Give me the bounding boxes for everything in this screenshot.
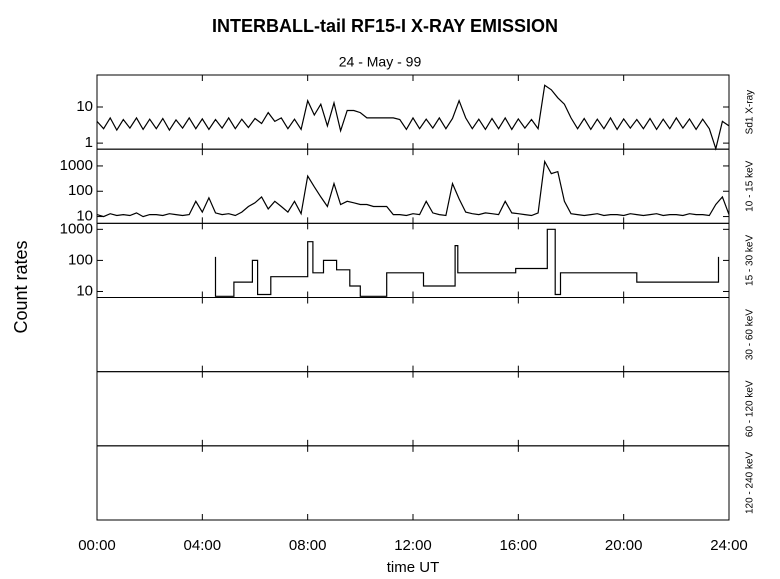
data-line [96,159,730,218]
y-tick-label: 10 [76,208,93,225]
channel-label: 10 - 15 keV [745,160,756,211]
y-tick-label: 100 [68,251,93,268]
panel-frame [96,148,730,224]
x-tick-label: 04:00 [184,537,222,554]
chart-title: INTERBALL-tail RF15-I X-RAY EMISSION [212,16,558,36]
y-tick-label: 10 [76,98,93,115]
x-tick-label: 12:00 [394,537,432,554]
y-tick-label: 1000 [60,157,93,174]
panel-frame [96,222,730,298]
panel-frame [96,445,730,521]
x-tick-label: 24:00 [710,537,748,554]
y-tick-label: 100 [68,182,93,199]
x-tick-label: 00:00 [78,537,116,554]
channel-label: 30 - 60 keV [745,309,756,360]
y-axis-label: Count rates [11,240,31,333]
data-line [96,84,730,151]
panel-frame [96,297,730,373]
x-tick-label: 16:00 [500,537,538,554]
panel-frame [96,371,730,447]
x-tick-label: 20:00 [605,537,643,554]
channel-label: 120 - 240 keV [745,451,756,514]
channel-label: 15 - 30 keV [745,235,756,286]
panel-frame [96,74,730,150]
channel-label: 60 - 120 keV [745,380,756,437]
chart-subtitle: 24 - May - 99 [339,54,422,70]
y-tick-label: 1 [85,134,93,151]
data-line [214,228,720,297]
y-tick-label: 1000 [60,220,93,237]
x-axis-label: time UT [387,559,440,576]
y-tick-label: 10 [76,282,93,299]
channel-label: Sd1 X-ray [745,90,756,134]
x-tick-label: 08:00 [289,537,327,554]
